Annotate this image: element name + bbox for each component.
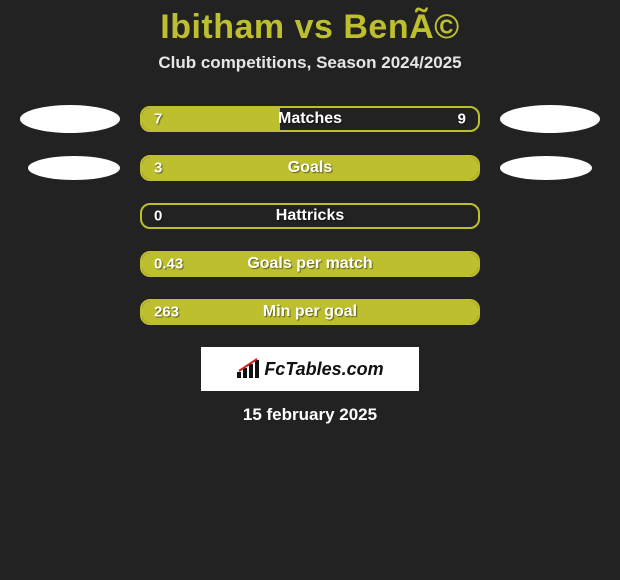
stat-row-hattricks: 0 Hattricks: [0, 203, 620, 229]
stat-label: Goals per match: [247, 255, 372, 273]
brand-bars-icon: [236, 358, 262, 380]
stats-rows: 7 Matches 9 3 Goals 0 Hattricks: [0, 91, 620, 325]
comparison-card: Ibitham vs BenÃ© Club competitions, Seas…: [0, 0, 620, 437]
stat-right-value: 9: [458, 111, 466, 128]
stat-label: Matches: [278, 110, 342, 128]
stat-bar: 0 Hattricks: [140, 203, 480, 229]
stat-label: Min per goal: [263, 303, 357, 321]
page-subtitle: Club competitions, Season 2024/2025: [0, 53, 620, 91]
stat-left-value: 0.43: [154, 256, 183, 273]
stat-bar-fill: [142, 108, 280, 130]
stat-row-goals-per-match: 0.43 Goals per match: [0, 251, 620, 277]
stat-left-value: 263: [154, 304, 179, 321]
stat-bar: 7 Matches 9: [140, 106, 480, 132]
stat-left-value: 7: [154, 111, 162, 128]
stat-row-matches: 7 Matches 9: [0, 105, 620, 133]
brand-box: FcTables.com: [201, 347, 419, 391]
footer-date: 15 february 2025: [0, 405, 620, 437]
stat-bar: 3 Goals: [140, 155, 480, 181]
stat-label: Goals: [288, 159, 332, 177]
stat-left-value: 3: [154, 160, 162, 177]
stat-row-goals: 3 Goals: [0, 155, 620, 181]
team-pill-left: [28, 156, 120, 180]
brand-text: FcTables.com: [264, 359, 383, 380]
team-pill-left: [20, 105, 120, 133]
stat-label: Hattricks: [276, 207, 344, 225]
stat-left-value: 0: [154, 208, 162, 225]
brand-inner: FcTables.com: [236, 358, 383, 380]
stat-bar: 263 Min per goal: [140, 299, 480, 325]
stat-bar: 0.43 Goals per match: [140, 251, 480, 277]
page-title: Ibitham vs BenÃ©: [0, 0, 620, 53]
team-pill-right: [500, 105, 600, 133]
team-pill-right: [500, 156, 592, 180]
stat-row-min-per-goal: 263 Min per goal: [0, 299, 620, 325]
